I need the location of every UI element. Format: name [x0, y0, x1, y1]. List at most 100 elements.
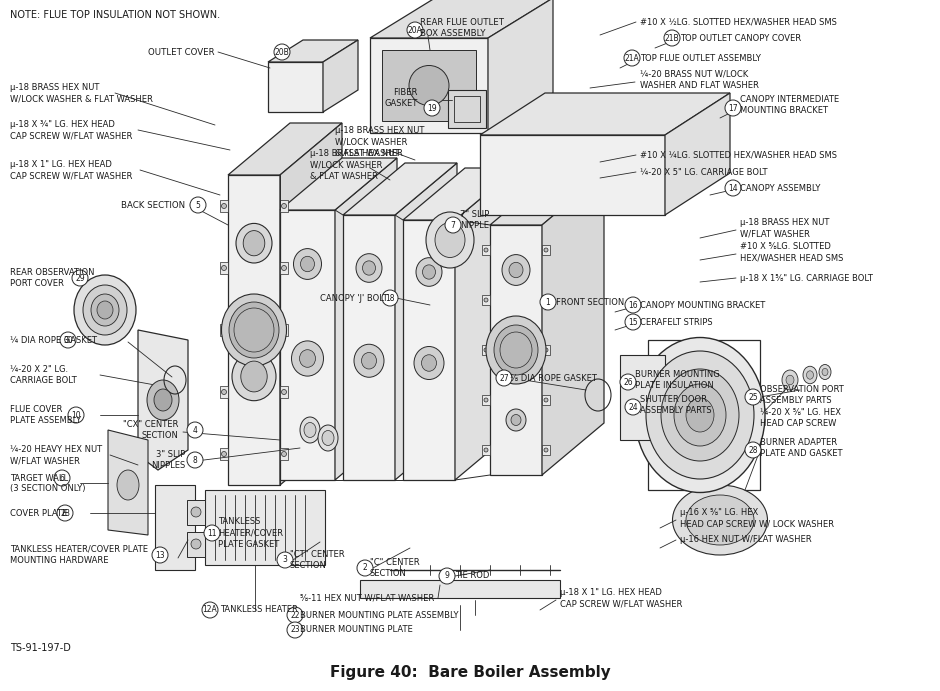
Ellipse shape	[422, 265, 435, 279]
Ellipse shape	[786, 375, 794, 385]
Text: ¼-20 X 2" LG.
CARRIAGE BOLT: ¼-20 X 2" LG. CARRIAGE BOLT	[10, 365, 77, 385]
Ellipse shape	[635, 337, 765, 493]
Polygon shape	[395, 163, 457, 480]
Polygon shape	[490, 225, 542, 475]
Circle shape	[287, 607, 303, 623]
Ellipse shape	[91, 294, 119, 326]
Text: 2B: 2B	[60, 509, 70, 518]
Ellipse shape	[354, 344, 384, 377]
Text: 7: 7	[450, 220, 456, 229]
Ellipse shape	[222, 265, 227, 270]
Circle shape	[625, 399, 641, 415]
Polygon shape	[403, 220, 455, 480]
Text: 10: 10	[71, 410, 81, 419]
Text: 24: 24	[628, 402, 638, 412]
Ellipse shape	[421, 354, 436, 371]
Ellipse shape	[544, 248, 548, 252]
Text: TANKLESS
HEATER/COVER
PLATE GASKET: TANKLESS HEATER/COVER PLATE GASKET	[218, 518, 283, 549]
Text: µ-18 X 1⅝" LG. CARRIAGE BOLT: µ-18 X 1⅝" LG. CARRIAGE BOLT	[740, 274, 873, 283]
Ellipse shape	[544, 448, 548, 452]
Polygon shape	[488, 0, 553, 133]
Bar	[482, 445, 490, 455]
Polygon shape	[108, 430, 148, 535]
Ellipse shape	[508, 341, 524, 359]
Circle shape	[725, 100, 741, 116]
Circle shape	[382, 290, 398, 306]
Text: #10 X ¼LG. SLOTTED HEX/WASHER HEAD SMS: #10 X ¼LG. SLOTTED HEX/WASHER HEAD SMS	[640, 151, 837, 160]
Text: OBSERVATION PORT
ASSEMBLY PARTS: OBSERVATION PORT ASSEMBLY PARTS	[760, 385, 844, 405]
Bar	[542, 445, 550, 455]
Text: OUTLET COVER: OUTLET COVER	[149, 48, 215, 57]
Text: COVER PLATE: COVER PLATE	[10, 509, 68, 518]
Text: 28: 28	[748, 446, 758, 455]
Text: "CX" CENTER
SECTION: "CX" CENTER SECTION	[122, 420, 178, 440]
Ellipse shape	[435, 223, 465, 258]
Ellipse shape	[544, 398, 548, 402]
Bar	[360, 580, 560, 598]
Ellipse shape	[318, 425, 338, 451]
Text: 3" SLIP
NIPPLES: 3" SLIP NIPPLES	[150, 450, 185, 470]
Polygon shape	[620, 355, 665, 440]
Text: BURNER MOUNTING PLATE: BURNER MOUNTING PLATE	[300, 625, 413, 634]
Ellipse shape	[502, 254, 530, 285]
Ellipse shape	[484, 248, 488, 252]
Text: 25: 25	[748, 392, 758, 401]
Circle shape	[60, 332, 76, 348]
Text: "CT" CENTER
SECTION: "CT" CENTER SECTION	[290, 550, 345, 570]
Text: 8: 8	[193, 455, 197, 464]
Text: NOTE: FLUE TOP INSULATION NOT SHOWN.: NOTE: FLUE TOP INSULATION NOT SHOWN.	[10, 10, 220, 20]
Ellipse shape	[241, 361, 267, 392]
Ellipse shape	[484, 298, 488, 302]
Text: REAR FLUE OUTLET
BOX ASSEMBLY: REAR FLUE OUTLET BOX ASSEMBLY	[420, 18, 504, 38]
Bar	[187, 532, 205, 557]
Bar	[542, 395, 550, 405]
Text: ¼-20 HEAVY HEX NUT
W/FLAT WASHER: ¼-20 HEAVY HEX NUT W/FLAT WASHER	[10, 445, 102, 465]
Ellipse shape	[822, 368, 828, 376]
Bar	[280, 448, 288, 460]
Ellipse shape	[222, 390, 227, 395]
Polygon shape	[403, 168, 517, 220]
Text: 20A: 20A	[408, 26, 422, 35]
Ellipse shape	[484, 348, 488, 352]
Bar	[187, 500, 205, 525]
Ellipse shape	[509, 263, 523, 278]
Ellipse shape	[409, 66, 449, 106]
Polygon shape	[268, 62, 323, 112]
Text: 9: 9	[445, 571, 449, 580]
Text: 3: 3	[283, 556, 288, 565]
Polygon shape	[280, 210, 335, 480]
Circle shape	[54, 470, 70, 486]
Text: "C" CENTER
SECTION: "C" CENTER SECTION	[370, 558, 419, 578]
Circle shape	[620, 374, 636, 390]
Ellipse shape	[301, 256, 315, 272]
Text: µ-18 BRASS HEX NUT
W/FLAT WASHER: µ-18 BRASS HEX NUT W/FLAT WASHER	[740, 218, 829, 238]
Text: CERAFELT STRIPS: CERAFELT STRIPS	[640, 317, 713, 327]
Circle shape	[407, 22, 423, 38]
Ellipse shape	[356, 254, 382, 283]
Ellipse shape	[293, 249, 321, 279]
Polygon shape	[455, 168, 517, 480]
Bar	[220, 200, 228, 212]
Text: 18: 18	[385, 294, 395, 303]
Text: 26: 26	[623, 377, 633, 386]
Text: ¼-20 X ⅝" LG. HEX
HEAD CAP SCREW: ¼-20 X ⅝" LG. HEX HEAD CAP SCREW	[760, 408, 841, 428]
Ellipse shape	[426, 212, 474, 268]
Ellipse shape	[191, 539, 201, 549]
Polygon shape	[280, 123, 342, 485]
Text: 17: 17	[728, 104, 738, 113]
Polygon shape	[228, 123, 342, 175]
Text: 21A: 21A	[624, 53, 639, 62]
Ellipse shape	[414, 346, 444, 379]
Circle shape	[57, 505, 73, 521]
Circle shape	[357, 560, 373, 576]
Text: TS-91-197-D: TS-91-197-D	[10, 643, 70, 653]
Circle shape	[625, 297, 641, 313]
Text: BURNER ADAPTER
PLATE AND GASKET: BURNER ADAPTER PLATE AND GASKET	[760, 438, 842, 458]
Ellipse shape	[222, 294, 287, 366]
Bar	[542, 245, 550, 255]
Polygon shape	[370, 38, 488, 133]
Bar	[220, 324, 228, 336]
Circle shape	[424, 100, 440, 116]
Text: ⅝-11 HEX NUT W/FLAT WASHER: ⅝-11 HEX NUT W/FLAT WASHER	[300, 594, 434, 603]
Ellipse shape	[819, 364, 831, 379]
